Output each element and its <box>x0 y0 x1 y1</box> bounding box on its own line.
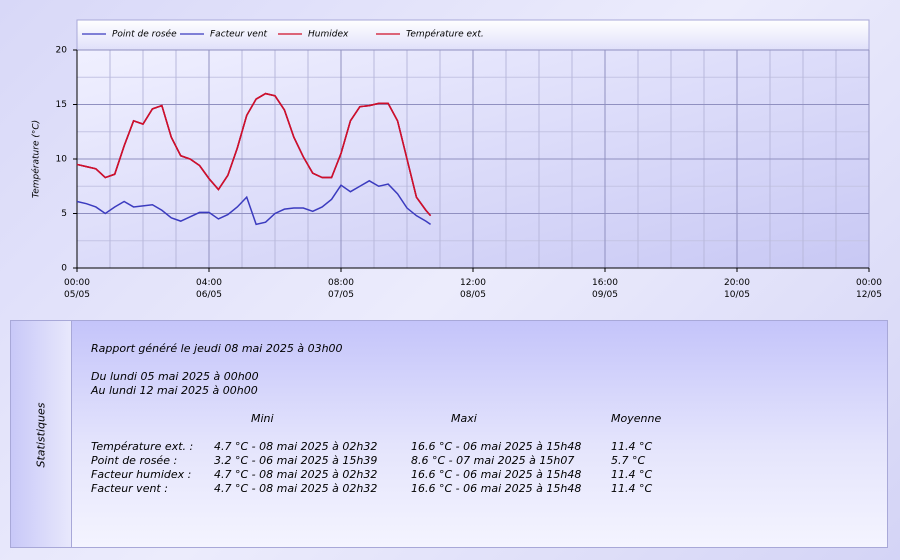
cell: 4.7 °C - 08 mai 2025 à 02h32 <box>214 468 378 481</box>
cell: 11.4 °C <box>611 468 653 481</box>
cell: 4.7 °C - 08 mai 2025 à 02h32 <box>214 482 378 495</box>
legend-box <box>76 19 870 51</box>
x-tick-label: 20:00 10/05 <box>724 278 750 300</box>
to: Au lundi 12 mai 2025 à 00h00 <box>91 384 258 397</box>
col-header: Maxi <box>451 412 477 425</box>
stats-side: Statistiques <box>11 321 72 547</box>
y-tick-label: 15 <box>56 100 67 110</box>
report: Rapport généré le jeudi 08 mai 2025 à 03… <box>91 342 343 355</box>
y-tick-label: 20 <box>56 46 68 56</box>
cell: 16.6 °C - 06 mai 2025 à 15h48 <box>411 482 582 495</box>
y-tick-label: 0 <box>61 264 67 274</box>
stats-panel: Statistiques Rapport généré le jeudi 08 … <box>10 320 888 548</box>
y-tick-label: 10 <box>56 155 68 165</box>
cell: 11.4 °C <box>611 440 653 453</box>
legend-label: Facteur vent <box>210 30 268 40</box>
cell: 16.6 °C - 06 mai 2025 à 15h48 <box>411 468 582 481</box>
series-line <box>76 179 431 226</box>
x-tick-label: 04:00 06/05 <box>196 278 222 300</box>
y-axis-label: Température (°C) <box>31 120 42 198</box>
chart: Température (°C) 0 5 10 15 20 Point de rosée F… <box>31 19 870 274</box>
cell: 3.2 °C - 06 mai 2025 à 15h39 <box>214 454 378 467</box>
legend-label: Température ext. <box>406 29 484 40</box>
y-tick-label: 5 <box>61 209 67 219</box>
legend-label: Point de rosée <box>112 29 177 40</box>
col-header: Mini <box>251 412 274 425</box>
from: Du lundi 05 mai 2025 à 00h00 <box>91 370 259 383</box>
cell: 5.7 °C <box>611 454 646 467</box>
x-tick-label: 00:00 12/05 <box>856 278 882 300</box>
side-label: Statistiques <box>34 402 48 468</box>
cell: Température ext. : <box>91 440 194 453</box>
x-tick-label: 16:00 09/05 <box>592 278 618 300</box>
x-tick-label: 08:00 07/05 <box>328 278 354 300</box>
cell: 16.6 °C - 06 mai 2025 à 15h48 <box>411 440 582 453</box>
cell: 4.7 °C - 08 mai 2025 à 02h32 <box>214 440 378 453</box>
cell: Facteur vent : <box>91 482 168 495</box>
x-tick-label: 00:00 05/05 <box>64 278 90 300</box>
legend-label: Humidex <box>308 30 349 40</box>
cell: 8.6 °C - 07 mai 2025 à 15h07 <box>411 454 575 467</box>
cell: Point de rosée : <box>91 454 178 467</box>
cell: Facteur humidex : <box>91 468 192 481</box>
cell: 11.4 °C <box>611 482 653 495</box>
x-tick-label: 12:00 08/05 <box>460 278 486 300</box>
series-line <box>76 92 432 217</box>
col-header: Moyenne <box>611 412 662 425</box>
